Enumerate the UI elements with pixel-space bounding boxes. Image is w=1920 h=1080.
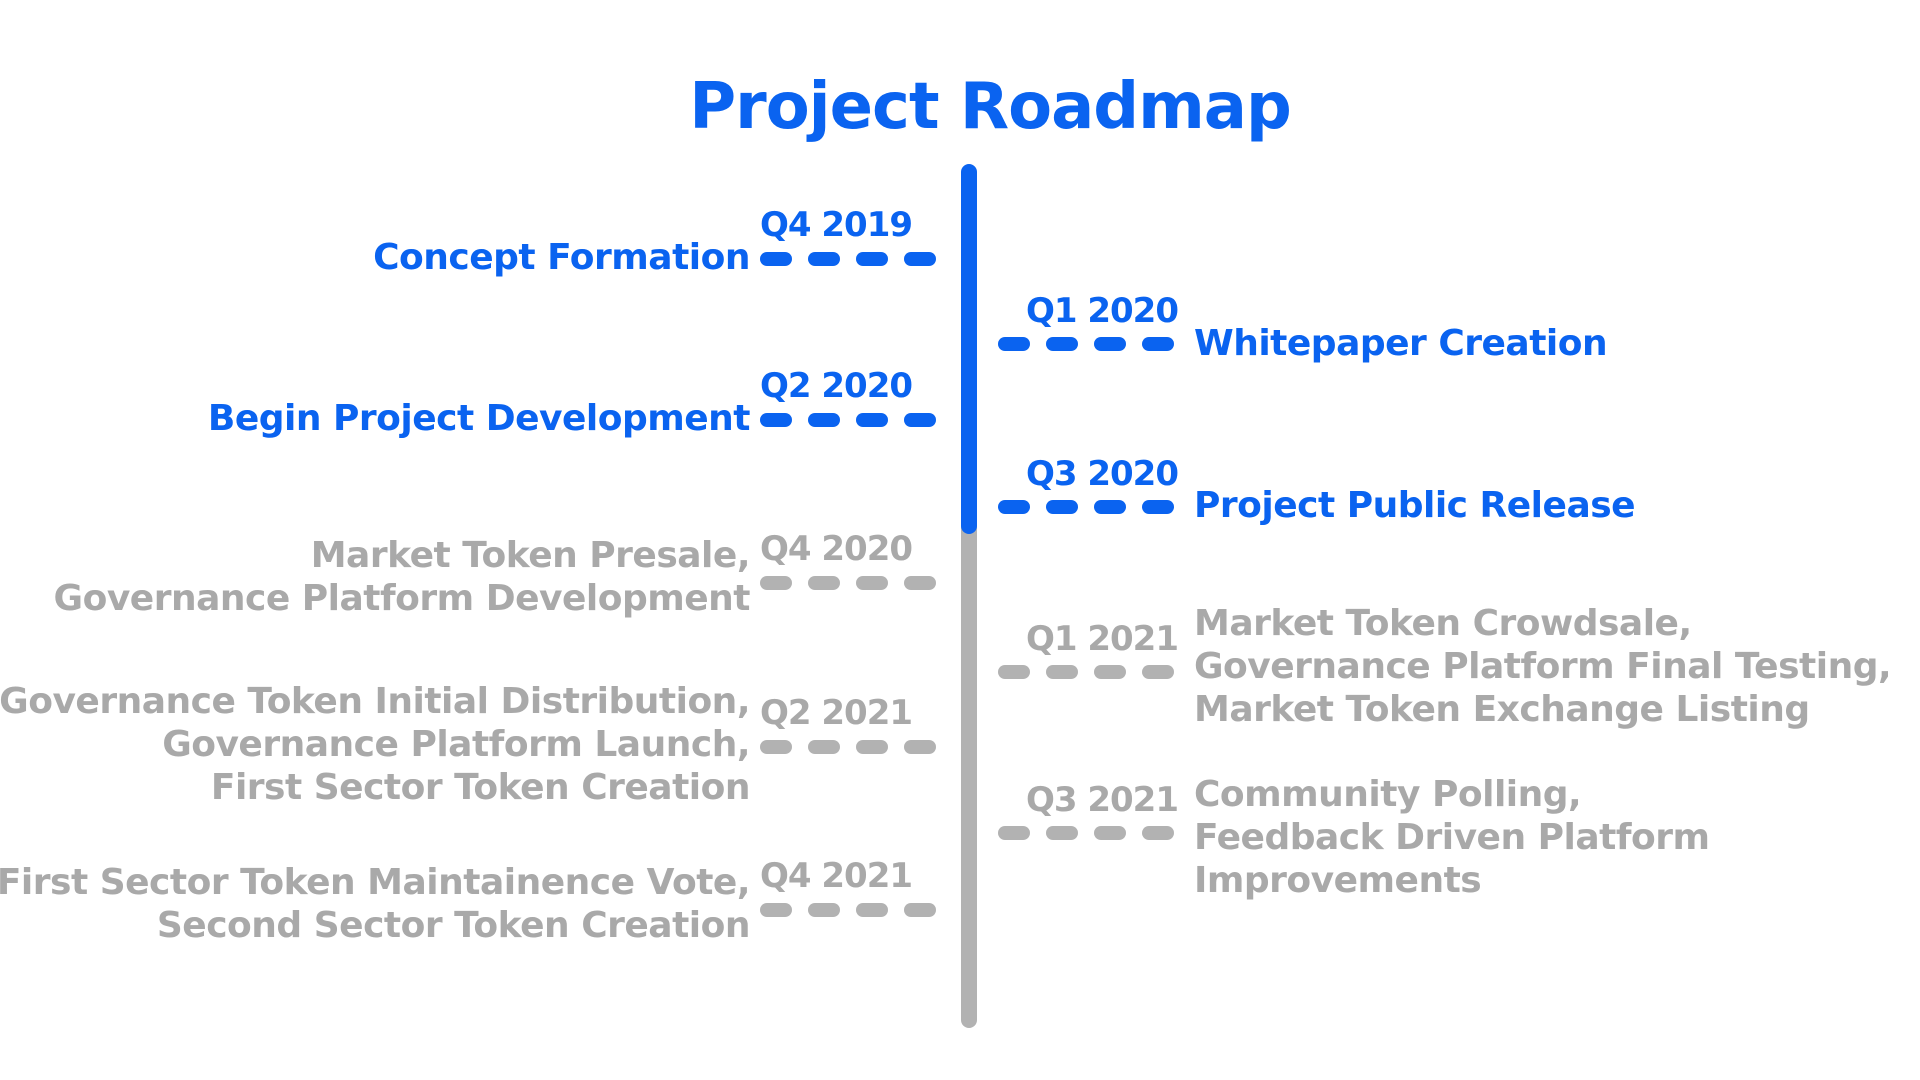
milestone-label: First Sector Token Maintainence Vote, Se… <box>0 862 751 946</box>
milestone-quarter: Q4 2021 <box>760 856 913 896</box>
milestone-label: Project Public Release <box>1194 485 1636 526</box>
milestone-quarter: Q1 2020 <box>1025 291 1179 331</box>
milestone-connector <box>760 740 940 754</box>
milestone-connector <box>760 413 940 427</box>
milestone-label: Market Token Crowdsale, Governance Platf… <box>1194 603 1892 730</box>
milestone-quarter: Q4 2019 <box>760 205 913 245</box>
milestone-quarter: Q2 2021 <box>760 693 913 733</box>
milestone-label: Concept Formation <box>373 237 750 278</box>
milestone-connector <box>998 337 1178 351</box>
milestone-quarter: Q3 2021 <box>1025 780 1179 820</box>
milestone-label: Whitepaper Creation <box>1194 323 1608 364</box>
milestone-label: Market Token Presale, Governance Platfor… <box>53 535 751 619</box>
timeline-axis-upcoming <box>961 504 977 1028</box>
milestone-quarter: Q3 2020 <box>1025 454 1179 494</box>
milestone-connector <box>998 826 1178 840</box>
milestone-connector <box>998 665 1178 679</box>
milestone-label: Begin Project Development <box>207 398 751 439</box>
milestone-label: Community Polling, Feedback Driven Platf… <box>1194 774 1710 901</box>
page-title: Project Roadmap <box>689 70 1292 144</box>
milestone-connector <box>760 252 940 266</box>
milestone-quarter: Q2 2020 <box>760 366 913 406</box>
milestone-quarter: Q1 2021 <box>1025 619 1179 659</box>
milestone-connector <box>998 500 1178 514</box>
milestone-connector <box>760 903 940 917</box>
milestone-label: Governance Token Initial Distribution, G… <box>0 681 750 808</box>
milestone-connector <box>760 576 940 590</box>
timeline-axis-completed <box>961 164 977 534</box>
milestone-quarter: Q4 2020 <box>760 529 913 569</box>
